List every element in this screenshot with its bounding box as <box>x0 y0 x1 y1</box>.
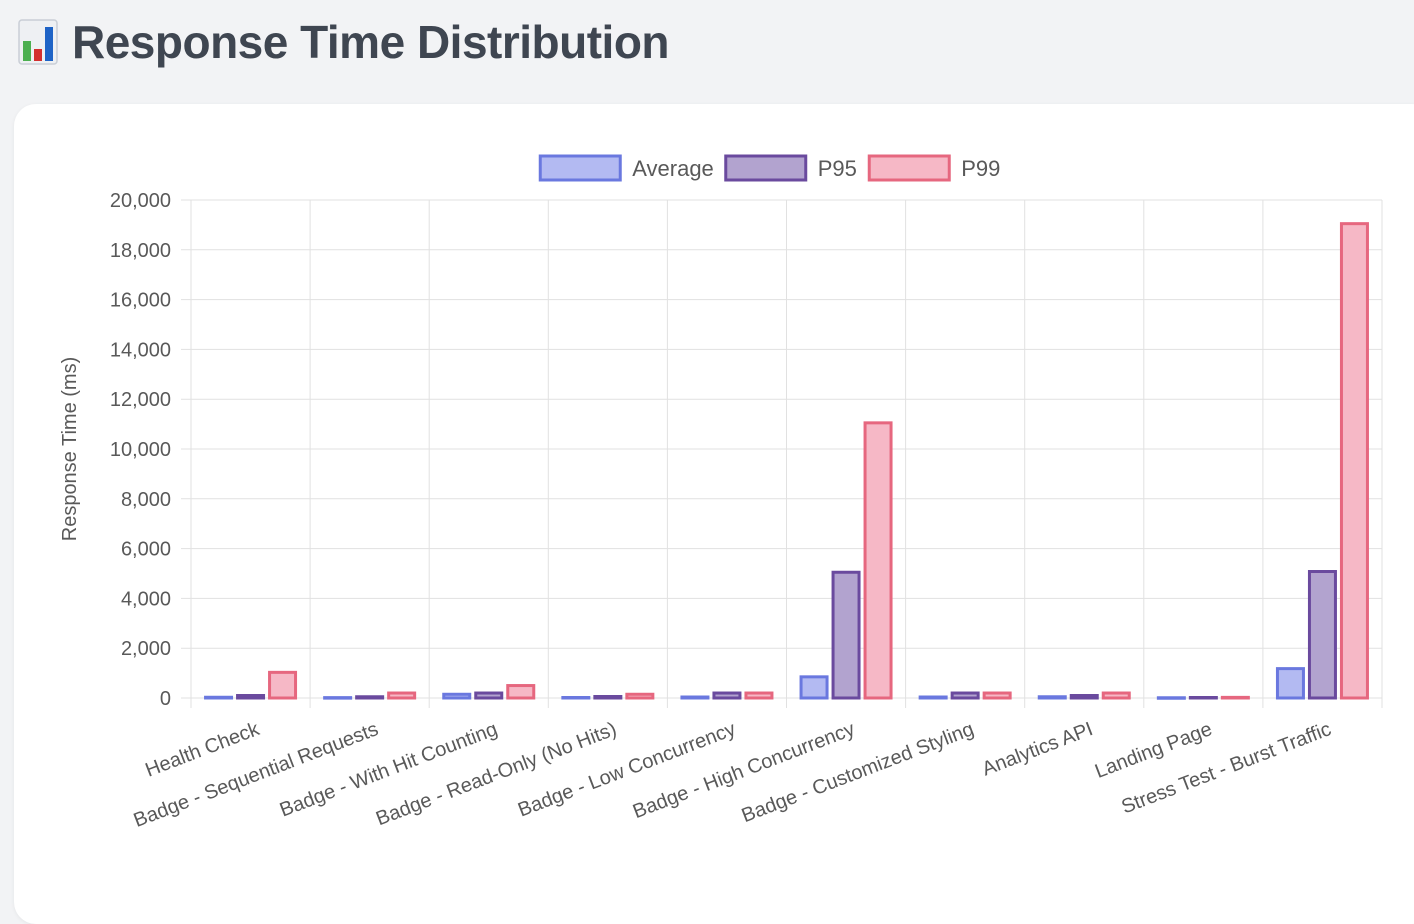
bar-p95-2 <box>474 691 504 700</box>
bar-p99-0 <box>268 670 298 700</box>
bar-p95-6 <box>950 691 980 700</box>
y-tick-label: 10,000 <box>110 439 171 461</box>
y-tick-label: 2,000 <box>121 638 171 660</box>
y-tick-label: 4,000 <box>121 588 171 610</box>
legend-swatch-p95 <box>724 154 808 182</box>
bar-p99-4 <box>744 691 774 700</box>
bar-p99-7 <box>1101 691 1131 700</box>
y-axis-title: Response Time (ms) <box>59 357 81 542</box>
y-tick-label: 6,000 <box>121 539 171 561</box>
bar-average-6 <box>918 695 948 700</box>
legend-label-p95: P95 <box>818 156 857 181</box>
header: Response Time Distribution <box>18 14 670 70</box>
y-tick-label: 16,000 <box>110 290 171 312</box>
bar-average-9 <box>1275 667 1305 700</box>
x-category-label: Stress Test - Burst Traffic <box>1118 718 1334 818</box>
bar-p99-6 <box>982 691 1012 700</box>
bar-p99-2 <box>506 684 536 700</box>
legend-swatch-average <box>538 154 622 182</box>
bar-p95-7 <box>1069 694 1099 700</box>
bar-p99-3 <box>625 692 655 700</box>
y-tick-label: 20,000 <box>110 190 171 212</box>
legend-label-p99: P99 <box>961 156 1000 181</box>
y-tick-label: 8,000 <box>121 489 171 511</box>
page-title: Response Time Distribution <box>72 16 670 68</box>
bar-average-0 <box>204 695 234 700</box>
bar-p95-8 <box>1188 696 1218 700</box>
x-category-label: Badge - Customized Styling <box>739 718 977 827</box>
bar-p95-9 <box>1307 570 1337 700</box>
bar-average-8 <box>1156 696 1186 700</box>
bar-average-3 <box>561 696 591 700</box>
bar-p95-5 <box>831 570 861 700</box>
y-tick-label: 14,000 <box>110 339 171 361</box>
bar-average-2 <box>442 692 472 700</box>
bar-average-1 <box>323 696 353 700</box>
bar-p99-8 <box>1220 695 1250 700</box>
bar-average-7 <box>1037 695 1067 700</box>
bar-p95-0 <box>236 694 266 700</box>
y-tick-label: 12,000 <box>110 389 171 411</box>
chart-card: 0 2,000 4,000 6,000 8,000 10,000 12,000 14,000 1… <box>14 104 1414 924</box>
bar-p95-4 <box>712 691 742 700</box>
x-category-label: Badge - Low Concurrency <box>515 718 739 821</box>
bar-average-4 <box>680 695 710 700</box>
bar-p99-9 <box>1339 222 1369 700</box>
bar-p95-3 <box>593 695 623 700</box>
bar-p99-1 <box>387 691 417 700</box>
y-tick-label: 18,000 <box>110 240 171 262</box>
bar-p95-1 <box>355 695 385 700</box>
y-tick-label: 0 <box>160 688 171 710</box>
bar-chart-icon <box>18 19 58 65</box>
legend-label-average: Average <box>632 156 714 181</box>
x-category-label: Analytics API <box>979 718 1096 780</box>
response-time-chart: 0 2,000 4,000 6,000 8,000 10,000 12,000 14,000 1… <box>59 154 1383 832</box>
bar-average-5 <box>799 675 829 700</box>
legend-swatch-p99 <box>867 154 951 182</box>
bar-p99-5 <box>863 421 893 700</box>
